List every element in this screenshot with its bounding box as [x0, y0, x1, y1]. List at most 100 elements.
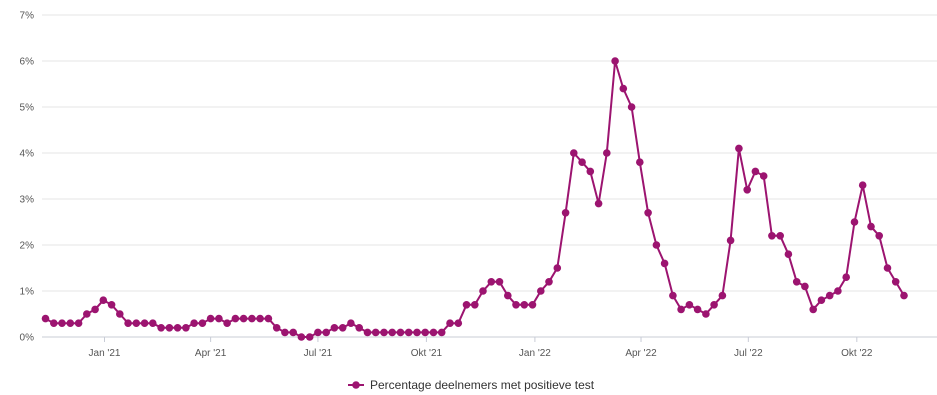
data-point[interactable]	[248, 314, 256, 323]
data-point[interactable]	[305, 333, 314, 341]
data-point[interactable]	[322, 328, 331, 337]
data-point[interactable]	[388, 328, 397, 337]
data-point[interactable]	[330, 324, 339, 332]
data-point[interactable]	[900, 291, 908, 300]
data-point[interactable]	[850, 218, 859, 226]
data-point[interactable]	[528, 301, 537, 309]
data-point[interactable]	[883, 264, 892, 272]
data-point[interactable]	[520, 301, 529, 309]
data-point[interactable]	[380, 328, 388, 337]
data-point[interactable]	[347, 319, 355, 328]
data-point[interactable]	[677, 305, 685, 314]
data-point[interactable]	[446, 319, 454, 328]
data-point[interactable]	[504, 291, 512, 300]
data-point[interactable]	[759, 172, 768, 180]
data-point[interactable]	[231, 314, 240, 323]
data-point[interactable]	[41, 314, 50, 323]
data-point[interactable]	[858, 181, 867, 189]
data-point[interactable]	[66, 319, 75, 328]
data-point[interactable]	[140, 319, 149, 328]
data-point[interactable]	[561, 209, 570, 217]
data-point[interactable]	[586, 167, 595, 176]
data-point[interactable]	[83, 310, 91, 318]
data-point[interactable]	[50, 319, 58, 328]
data-point[interactable]	[256, 314, 264, 323]
data-point[interactable]	[603, 149, 611, 157]
data-point[interactable]	[272, 324, 281, 332]
data-point[interactable]	[817, 296, 826, 305]
data-point[interactable]	[842, 273, 850, 282]
data-point[interactable]	[512, 301, 520, 309]
data-point[interactable]	[735, 144, 743, 153]
data-point[interactable]	[875, 232, 883, 240]
data-point[interactable]	[776, 232, 784, 240]
data-point[interactable]	[660, 259, 669, 268]
data-point[interactable]	[404, 328, 413, 337]
data-point[interactable]	[636, 158, 644, 166]
data-point[interactable]	[751, 167, 760, 176]
data-point[interactable]	[198, 319, 207, 328]
data-point[interactable]	[792, 278, 801, 286]
data-point[interactable]	[768, 232, 776, 240]
data-point[interactable]	[487, 278, 496, 286]
data-point[interactable]	[190, 319, 198, 328]
data-point[interactable]	[289, 328, 298, 337]
data-point[interactable]	[718, 291, 727, 300]
data-point[interactable]	[165, 324, 174, 332]
legend[interactable]: Percentage deelnemers met positieve test	[348, 378, 595, 392]
data-point[interactable]	[702, 310, 710, 318]
data-point[interactable]	[173, 324, 182, 332]
data-point[interactable]	[206, 314, 215, 323]
data-point[interactable]	[825, 291, 834, 300]
data-point[interactable]	[437, 328, 446, 337]
data-point[interactable]	[652, 241, 661, 249]
data-point[interactable]	[157, 324, 165, 332]
data-point[interactable]	[867, 222, 875, 231]
data-point[interactable]	[314, 328, 322, 337]
data-point[interactable]	[570, 149, 578, 157]
data-point[interactable]	[297, 333, 306, 341]
data-point[interactable]	[338, 324, 347, 332]
data-point[interactable]	[801, 282, 809, 291]
data-point[interactable]	[462, 301, 471, 309]
data-point[interactable]	[429, 328, 438, 337]
data-point[interactable]	[149, 319, 157, 328]
data-point[interactable]	[182, 324, 190, 332]
data-point[interactable]	[223, 319, 231, 328]
data-point[interactable]	[58, 319, 66, 328]
data-point[interactable]	[132, 319, 141, 328]
data-point[interactable]	[891, 278, 900, 286]
data-point[interactable]	[74, 319, 83, 328]
data-point[interactable]	[685, 301, 694, 309]
data-point[interactable]	[215, 314, 223, 323]
data-point[interactable]	[363, 328, 372, 337]
data-point[interactable]	[281, 328, 289, 337]
data-point[interactable]	[421, 328, 430, 337]
data-point[interactable]	[545, 278, 553, 286]
data-point[interactable]	[611, 57, 619, 65]
data-point[interactable]	[693, 305, 702, 314]
data-point[interactable]	[239, 314, 248, 323]
data-point[interactable]	[537, 287, 545, 295]
data-point[interactable]	[834, 287, 842, 295]
data-point[interactable]	[784, 250, 793, 258]
data-point[interactable]	[594, 199, 603, 208]
data-point[interactable]	[619, 84, 628, 93]
data-point[interactable]	[116, 310, 124, 318]
data-point[interactable]	[495, 278, 504, 286]
data-point[interactable]	[710, 301, 718, 309]
data-point[interactable]	[809, 305, 817, 314]
data-point[interactable]	[743, 186, 751, 194]
data-point[interactable]	[91, 305, 99, 314]
data-point[interactable]	[669, 291, 677, 300]
data-point[interactable]	[99, 296, 108, 305]
data-point[interactable]	[124, 319, 132, 328]
data-point[interactable]	[553, 264, 562, 272]
data-point[interactable]	[644, 209, 652, 217]
data-point[interactable]	[413, 328, 421, 337]
data-point[interactable]	[627, 103, 636, 111]
data-point[interactable]	[396, 328, 405, 337]
data-point[interactable]	[371, 328, 380, 337]
data-point[interactable]	[454, 319, 463, 328]
data-point[interactable]	[578, 158, 586, 166]
